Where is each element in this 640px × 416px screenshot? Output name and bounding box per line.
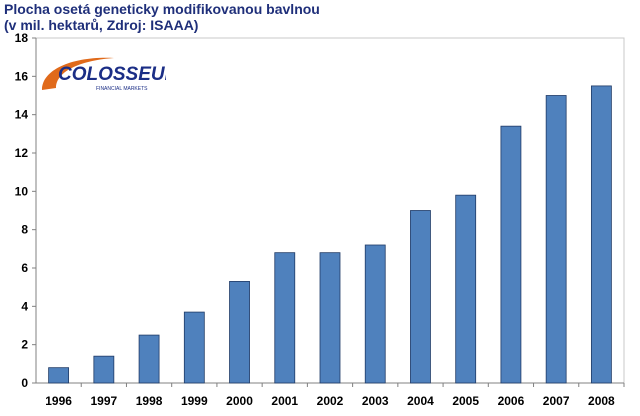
logo-wordmark: COLOSSEUM [58, 64, 166, 85]
y-tick-label: 6 [21, 261, 28, 275]
y-tick-label: 0 [21, 376, 28, 390]
bar-1996 [48, 367, 70, 384]
plot-area: 0 2 4 6 8 10 12 14 16 18 1996 1997 1998 1999 2000 2001 2… [15, 31, 625, 408]
y-tick-label: 14 [15, 108, 29, 122]
y-tick-label: 16 [15, 69, 29, 83]
x-tick-label: 2007 [543, 394, 570, 408]
chart-title-line1: Plocha osetá geneticky modifikovanou bav… [4, 1, 320, 17]
x-tick-label: 2005 [452, 394, 479, 408]
bar-2001 [274, 252, 296, 384]
x-tick-label: 2006 [498, 394, 525, 408]
x-tick-label: 1996 [45, 394, 72, 408]
bar-2006 [500, 125, 522, 384]
x-tick-label: 1999 [181, 394, 208, 408]
x-tick-label: 2001 [271, 394, 298, 408]
y-tick-label: 2 [21, 338, 28, 352]
bar-1997 [93, 355, 115, 384]
x-tick-label: 2008 [588, 394, 615, 408]
y-tick-label: 10 [15, 184, 29, 198]
x-tick-label: 2004 [407, 394, 434, 408]
bar-2005 [455, 194, 477, 384]
colosseum-logo: COLOSSEUM FINANCIAL MARKETS [42, 57, 166, 92]
y-tick-label: 12 [15, 146, 29, 160]
bar-2000 [229, 281, 250, 384]
x-tick-label: 2003 [362, 394, 389, 408]
x-tick-label: 2000 [226, 394, 253, 408]
bar-2008 [590, 85, 612, 384]
bar-1998 [138, 334, 160, 384]
x-tick-label: 1997 [90, 394, 117, 408]
x-tick-label: 1998 [136, 394, 163, 408]
x-tick-label: 2002 [317, 394, 344, 408]
bar-1999 [183, 311, 205, 384]
chart-title: Plocha osetá geneticky modifikovanou bav… [4, 1, 320, 33]
bar-2003 [364, 244, 386, 384]
bar-2007 [545, 95, 567, 384]
y-tick-label: 4 [21, 299, 28, 313]
chart-title-line2: (v mil. hektarů, Zdroj: ISAAA) [4, 17, 199, 33]
y-tick-label: 18 [15, 31, 29, 45]
y-tick-label: 8 [21, 223, 28, 237]
logo-tagline: FINANCIAL MARKETS [96, 86, 148, 92]
bar-2002 [319, 252, 341, 384]
bar-2004 [410, 210, 431, 384]
